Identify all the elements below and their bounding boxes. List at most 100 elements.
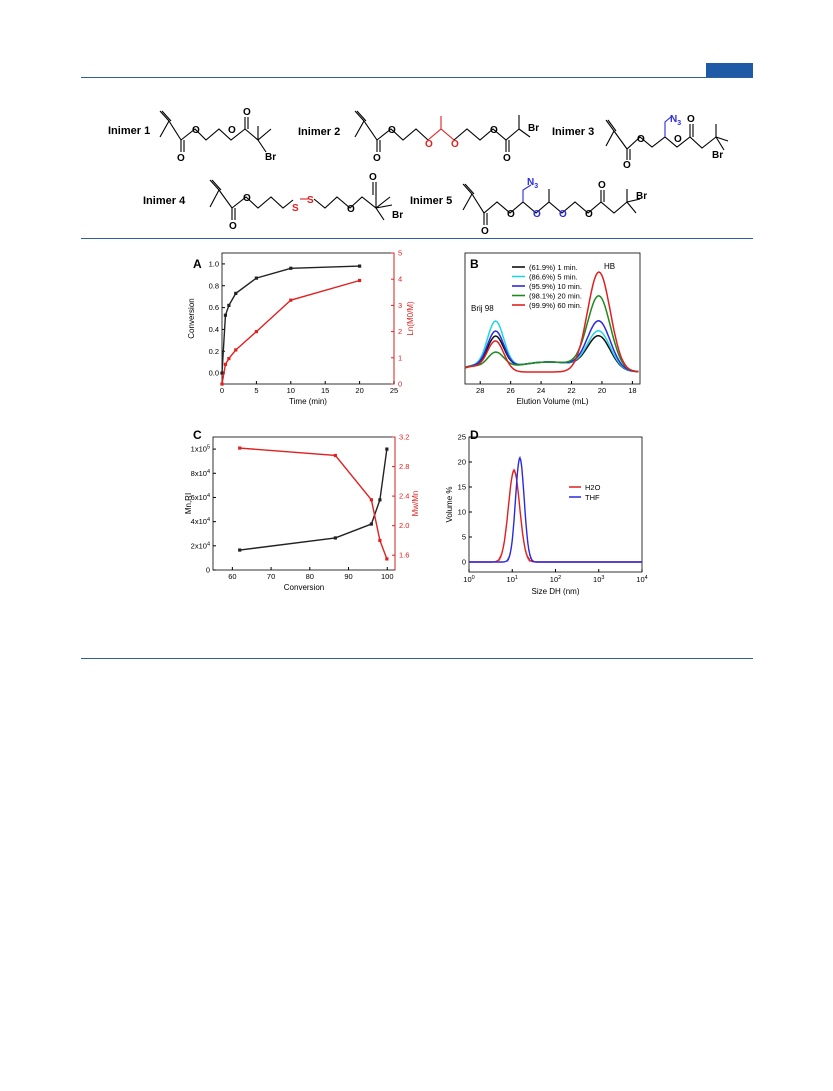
y2-tick-label: 3: [398, 301, 402, 310]
x-tick-label: 80: [306, 572, 314, 581]
x-tick-label: 22: [567, 386, 575, 395]
header-rule: [81, 77, 753, 78]
x-tick-label: 100: [381, 572, 394, 581]
y-tick-label: 0.2: [209, 347, 219, 356]
data-point: [238, 548, 242, 552]
y-tick-label: 8x104: [191, 469, 210, 478]
data-point: [220, 371, 224, 375]
y2-tick-label: 2.8: [399, 462, 409, 471]
data-point: [378, 538, 382, 543]
azide-group: N3: [670, 114, 681, 127]
legend-label: (61.9%) 1 min.: [529, 263, 578, 272]
legend-label: (95.9%) 10 min.: [529, 282, 582, 291]
y-axis-label: Volume %: [445, 486, 454, 522]
y-tick-label: 0.0: [209, 369, 219, 378]
y-tick-label: 15: [458, 483, 466, 492]
x-tick-label: 103: [593, 575, 604, 584]
legend-label: (86.6%) 5 min.: [529, 273, 578, 282]
x-tick-label: 28: [476, 386, 484, 395]
atom-o: O: [451, 139, 459, 150]
panel-label: A: [193, 257, 202, 271]
y-axis-label: Mn,RI: [184, 493, 193, 514]
atom-o: O: [585, 209, 593, 220]
inimer-5-label: Inimer 5: [410, 195, 452, 207]
y-tick-label: 4x104: [191, 517, 210, 526]
atom-o: O: [559, 209, 567, 220]
y2-tick-label: 3.2: [399, 433, 409, 442]
y-tick-label: 5: [462, 533, 466, 542]
y-tick-label: 6x104: [191, 493, 210, 502]
scheme-divider: [81, 238, 753, 239]
legend-label: H2O: [585, 483, 601, 492]
panel-label: D: [470, 428, 479, 442]
atom-o: O: [229, 221, 237, 232]
atom-o: O: [637, 134, 645, 145]
atom-o: O: [490, 125, 498, 136]
data-point: [358, 264, 362, 268]
atom-br: Br: [712, 150, 723, 161]
y-tick-label: 0.8: [209, 281, 219, 290]
atom-o: O: [243, 107, 251, 118]
x-axis-label: Size DH (nm): [531, 587, 579, 596]
atom-o: O: [533, 209, 541, 220]
data-point: [227, 356, 231, 361]
page-badge: [706, 63, 753, 77]
series-line-4: [464, 271, 639, 373]
y-tick-label: 0.4: [209, 325, 219, 334]
atom-s: S: [292, 203, 299, 214]
series-line-1: [469, 456, 642, 563]
legend-label: (98.1%) 20 min.: [529, 292, 582, 301]
x-tick-label: 60: [228, 572, 236, 581]
atom-o: O: [598, 180, 606, 191]
y2-axis-label: Mw/Mn: [411, 491, 420, 517]
y2-tick-label: 1.6: [399, 551, 409, 560]
x-tick-label: 26: [506, 386, 514, 395]
data-point: [333, 536, 337, 540]
x-tick-label: 102: [550, 575, 561, 584]
series-line-3: [464, 294, 639, 373]
atom-o: O: [177, 153, 185, 164]
atom-o: O: [687, 114, 695, 125]
y2-tick-label: 5: [398, 249, 402, 258]
data-point: [333, 453, 337, 458]
x-axis-label: Elution Volume (mL): [516, 397, 588, 406]
annotation-hb: HB: [604, 262, 615, 271]
x-tick-label: 15: [321, 386, 329, 395]
atom-br: Br: [265, 152, 276, 163]
plot-frame: [468, 436, 643, 573]
atom-o: O: [347, 204, 355, 215]
x-axis-label: Conversion: [284, 583, 324, 592]
y2-tick-label: 0: [398, 380, 402, 389]
x-tick-label: 24: [537, 386, 545, 395]
inimer-3-label: Inimer 3: [552, 126, 594, 138]
x-tick-label: 20: [598, 386, 606, 395]
atom-o: O: [243, 193, 251, 204]
x-tick-label: 90: [344, 572, 352, 581]
y2-tick-label: 4: [398, 275, 402, 284]
data-point: [289, 266, 293, 270]
y-tick-label: 1x105: [191, 445, 210, 454]
atom-o: O: [369, 172, 377, 183]
data-point: [234, 348, 238, 352]
data-point: [358, 278, 362, 283]
inimer-1-label: Inimer 1: [108, 125, 150, 137]
x-tick-label: 70: [267, 572, 275, 581]
y-axis-label: Conversion: [187, 298, 196, 338]
y-tick-label: 0: [462, 558, 466, 567]
legend-label: (99.9%) 60 min.: [529, 301, 582, 310]
panel-label: C: [193, 428, 202, 442]
atom-br: Br: [392, 210, 403, 221]
atom-br: Br: [636, 191, 647, 202]
annotation-brij: Brij 98: [471, 304, 494, 313]
inimer-scheme: Inimer 1 Inimer 2 Inimer 3 Inimer 4 Inim…: [108, 107, 729, 237]
data-point: [369, 522, 373, 526]
x-tick-label: 101: [507, 575, 518, 584]
azide-group: N3: [527, 177, 538, 190]
x-tick-label: 104: [636, 575, 647, 584]
data-point: [254, 276, 258, 280]
data-point: [369, 498, 373, 502]
atom-o: O: [481, 226, 489, 237]
